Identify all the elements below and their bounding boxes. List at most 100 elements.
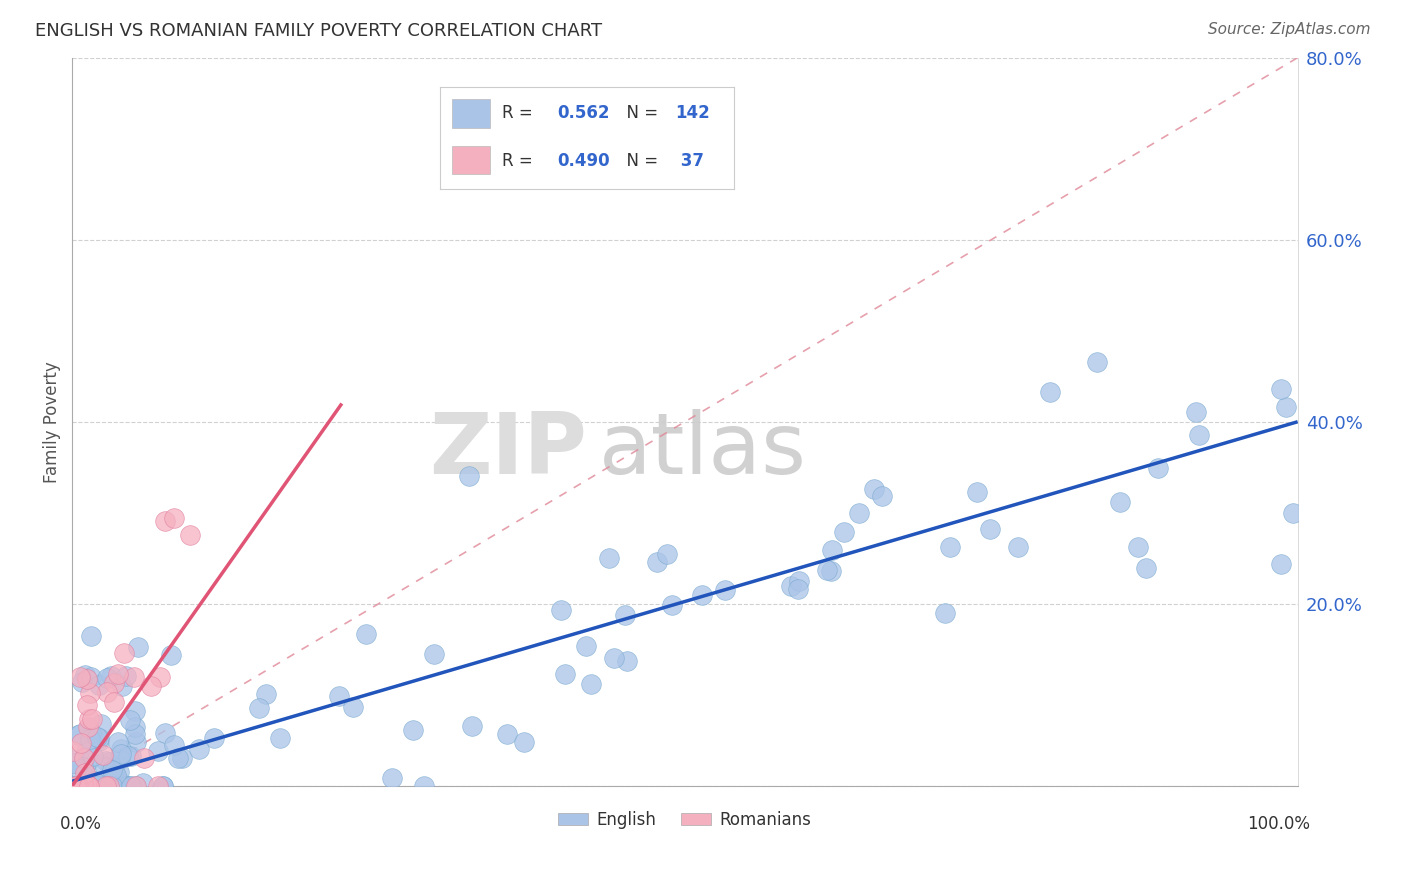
Point — [170, 751, 193, 765]
Point — [132, 751, 155, 765]
Point — [103, 676, 125, 690]
Point — [77, 722, 100, 736]
Point — [110, 741, 132, 756]
Point — [821, 543, 844, 558]
Point — [581, 677, 603, 691]
Point — [87, 779, 110, 793]
Point — [66, 779, 89, 793]
Point — [1184, 404, 1206, 418]
Point — [1108, 494, 1130, 508]
Point — [107, 774, 129, 789]
Point — [110, 747, 132, 762]
Point — [661, 598, 683, 612]
Point — [93, 760, 115, 774]
Point — [72, 760, 94, 774]
Point — [247, 701, 270, 715]
Point — [328, 689, 350, 703]
Point — [163, 511, 186, 525]
Point — [690, 588, 713, 602]
Point — [72, 779, 94, 793]
Point — [72, 777, 94, 791]
Point — [148, 779, 170, 793]
Point — [188, 742, 211, 756]
Point — [103, 764, 125, 778]
Point — [554, 666, 576, 681]
Point — [870, 490, 893, 504]
Point — [96, 779, 118, 793]
Point — [939, 540, 962, 554]
Point — [1039, 384, 1062, 399]
Point — [1135, 561, 1157, 575]
Legend: English, Romanians: English, Romanians — [551, 805, 818, 836]
Point — [82, 712, 104, 726]
Text: 0.0%: 0.0% — [60, 815, 101, 833]
Point — [86, 730, 108, 744]
Point — [65, 779, 87, 793]
Point — [96, 671, 118, 685]
Point — [125, 779, 148, 793]
Point — [89, 779, 111, 793]
Point — [67, 728, 90, 742]
Point — [202, 731, 225, 746]
Point — [127, 640, 149, 654]
Point — [73, 751, 96, 765]
Point — [423, 648, 446, 662]
Text: 100.0%: 100.0% — [1247, 815, 1310, 833]
Point — [513, 735, 536, 749]
Point — [152, 779, 174, 793]
Point — [66, 779, 89, 793]
Point — [779, 579, 801, 593]
Point — [91, 747, 114, 762]
Point — [356, 627, 378, 641]
Point — [103, 695, 125, 709]
Point — [979, 523, 1001, 537]
Point — [89, 734, 111, 748]
Point — [575, 639, 598, 653]
Point — [108, 751, 131, 765]
Point — [381, 771, 404, 785]
Point — [820, 564, 842, 578]
Point — [107, 667, 129, 681]
Point — [67, 779, 90, 793]
Point — [153, 514, 176, 528]
Point — [98, 755, 121, 769]
Point — [89, 731, 111, 745]
Point — [97, 779, 120, 793]
Point — [598, 551, 620, 566]
Point — [146, 744, 169, 758]
Text: Source: ZipAtlas.com: Source: ZipAtlas.com — [1208, 22, 1371, 37]
Point — [79, 732, 101, 747]
Point — [163, 739, 186, 753]
Point — [75, 765, 97, 780]
Point — [115, 669, 138, 683]
Point — [269, 731, 291, 745]
Point — [815, 563, 838, 577]
Point — [98, 779, 121, 793]
Point — [86, 779, 108, 793]
Point — [77, 753, 100, 767]
Point — [73, 761, 96, 775]
Point — [77, 711, 100, 725]
Point — [117, 779, 139, 793]
Point — [110, 779, 132, 793]
Point — [101, 763, 124, 777]
Point — [66, 779, 89, 793]
Point — [124, 727, 146, 741]
Point — [118, 714, 141, 728]
Point — [82, 748, 104, 763]
Point — [79, 779, 101, 793]
Point — [77, 720, 100, 734]
Point — [153, 726, 176, 740]
Point — [458, 469, 481, 483]
Point — [69, 736, 91, 750]
Point — [149, 670, 172, 684]
Point — [73, 668, 96, 682]
Point — [550, 603, 572, 617]
Point — [80, 726, 103, 740]
Point — [616, 654, 638, 668]
Y-axis label: Family Poverty: Family Poverty — [44, 361, 60, 483]
Point — [62, 744, 84, 758]
Point — [118, 779, 141, 793]
Point — [139, 679, 162, 693]
Point — [101, 779, 124, 793]
